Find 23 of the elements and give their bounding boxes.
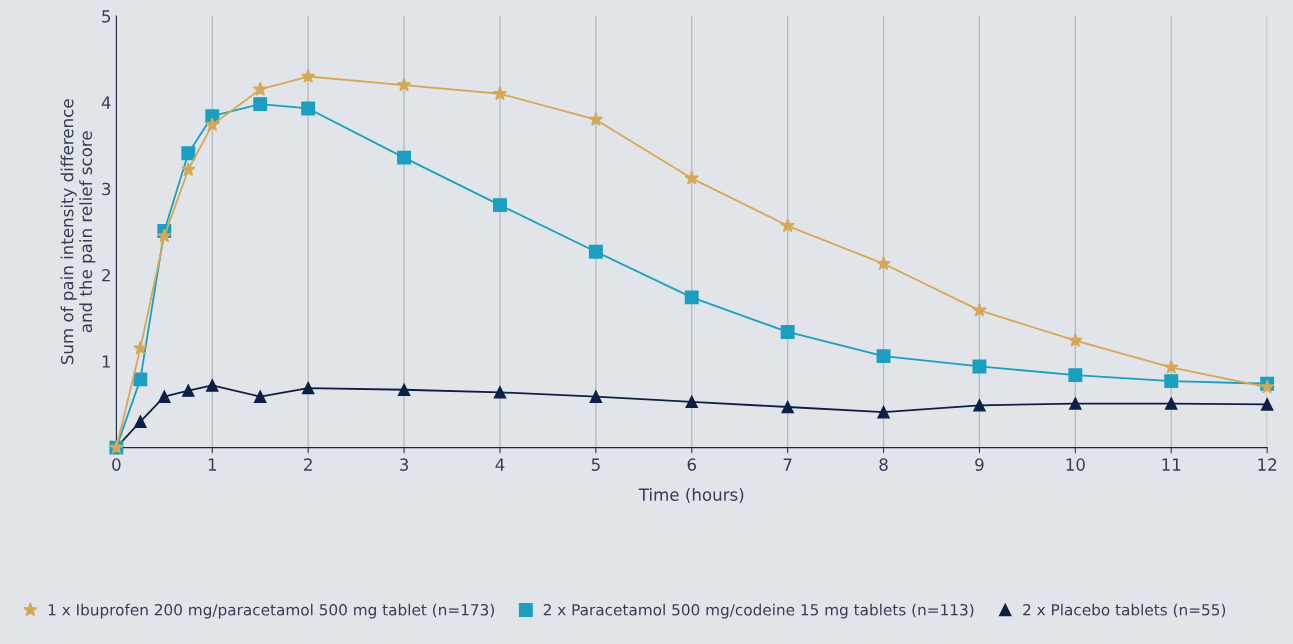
legend-label: 2 x Placebo tablets (n=55) — [1023, 603, 1226, 618]
y-tick-label: 3 — [102, 182, 111, 196]
x-tick-label: 1 — [208, 458, 217, 471]
y-tick-label: 5 — [102, 10, 111, 23]
x-tick-label: 9 — [975, 458, 984, 471]
x-tick-label: 5 — [591, 458, 600, 471]
x-tick-label: 3 — [400, 458, 409, 471]
y-tick-label: 2 — [102, 268, 110, 282]
x-tick-label: 4 — [495, 458, 505, 471]
x-tick-label: 8 — [879, 458, 888, 471]
x-tick-label: 2 — [304, 458, 312, 471]
x-tick-label: 6 — [687, 458, 697, 471]
y-tick-label: 1 — [102, 355, 110, 368]
y-tick-label: 4 — [101, 96, 111, 109]
legend-label: 2 x Paracetamol 500 mg/codeine 15 mg tablets (n=113) — [543, 603, 974, 619]
x-tick-label: 0 — [112, 458, 121, 471]
x-tick-label: 10 — [1066, 458, 1085, 471]
x-tick-label: 7 — [783, 458, 792, 471]
x-axis-title: Time (hours) — [638, 488, 744, 503]
x-tick-label: 12 — [1258, 458, 1277, 471]
x-tick-label: 11 — [1162, 458, 1181, 471]
legend-label: 1 x Ibuprofen 200 mg/paracetamol 500 mg tablet (n=173) — [48, 603, 494, 619]
y-axis-title: Sum of pain intensity difference and the pain relief score — [60, 99, 96, 365]
